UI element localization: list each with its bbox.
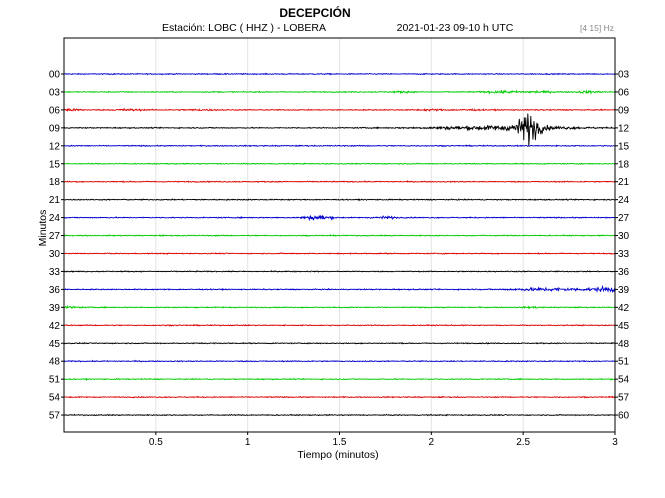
- trace-39: [63, 305, 616, 310]
- chart-title: DECEPCIÓN: [279, 5, 350, 20]
- right-label-15: 15: [618, 141, 630, 152]
- left-label-54: 54: [49, 393, 61, 404]
- right-label-12: 12: [618, 123, 630, 134]
- y-axis-label: Minutos: [37, 210, 49, 247]
- x-axis-label: Tiempo (minutos): [297, 449, 378, 461]
- x-tick-label-0: 0.5: [149, 437, 163, 448]
- filter-label: [4 15] Hz: [580, 23, 614, 33]
- right-label-45: 45: [618, 321, 630, 332]
- left-label-18: 18: [49, 177, 61, 188]
- trace-27: [63, 234, 616, 237]
- right-label-54: 54: [618, 375, 630, 386]
- left-label-00: 00: [49, 70, 61, 81]
- left-label-24: 24: [49, 213, 61, 224]
- left-label-03: 03: [49, 87, 61, 98]
- x-tick-label-5: 3: [612, 437, 618, 448]
- left-label-21: 21: [49, 195, 61, 206]
- left-label-51: 51: [49, 375, 61, 386]
- left-label-27: 27: [49, 231, 61, 242]
- trace-57: [63, 413, 616, 417]
- right-label-42: 42: [618, 303, 630, 314]
- trace-30: [63, 252, 616, 255]
- grid-lines: [155, 38, 524, 432]
- x-tick-label-4: 2.5: [516, 437, 530, 448]
- trace-18: [63, 180, 616, 184]
- right-label-24: 24: [618, 195, 630, 206]
- station-label: Estación: LOBC ( HHZ ) - LOBERA: [162, 22, 326, 34]
- left-label-42: 42: [49, 321, 61, 332]
- right-label-36: 36: [618, 267, 630, 278]
- right-label-48: 48: [618, 339, 630, 350]
- right-label-30: 30: [618, 231, 630, 242]
- left-label-06: 06: [49, 105, 61, 116]
- x-tick-label-1: 1: [245, 437, 251, 448]
- trace-33: [63, 269, 616, 273]
- left-label-33: 33: [49, 267, 61, 278]
- trace-03: [64, 89, 616, 95]
- trace-42: [64, 323, 616, 327]
- seismic-traces: [63, 72, 616, 417]
- x-tick-label-2: 1.5: [333, 437, 347, 448]
- right-label-09: 09: [618, 105, 630, 116]
- right-label-33: 33: [618, 249, 630, 260]
- date-label: 2021-01-23 09-10 h UTC: [397, 22, 514, 34]
- left-label-36: 36: [49, 285, 61, 296]
- right-label-21: 21: [618, 177, 630, 188]
- left-label-39: 39: [49, 303, 61, 314]
- x-axis-ticks: 0.5 1 1.5 2 2.5 3: [149, 432, 618, 448]
- left-label-09: 09: [49, 123, 61, 134]
- right-label-51: 51: [618, 357, 630, 368]
- trace-12: [63, 144, 616, 148]
- trace-54: [63, 395, 616, 399]
- left-label-57: 57: [49, 411, 61, 422]
- trace-00: [64, 72, 616, 76]
- trace-36: [63, 284, 616, 294]
- left-label-15: 15: [49, 159, 61, 170]
- left-label-48: 48: [49, 357, 61, 368]
- trace-21: [64, 198, 616, 202]
- right-label-60: 60: [618, 411, 630, 422]
- left-label-30: 30: [49, 249, 61, 260]
- right-label-03: 03: [618, 70, 630, 81]
- left-minute-labels: 00 03 06 09 12 15 18 21 24 27 30 33 36 39 42 45 48 51 54 57: [49, 70, 64, 422]
- trace-24: [63, 214, 616, 222]
- left-label-45: 45: [49, 339, 61, 350]
- right-label-57: 57: [618, 393, 630, 404]
- right-label-06: 06: [618, 87, 630, 98]
- trace-06: [63, 107, 616, 112]
- right-minute-labels: 03 06 09 12 15 18 21 24 27 30 33 36 39 42 45 48 51 54 57 60: [615, 70, 630, 422]
- trace-15: [64, 162, 616, 166]
- trace-09: [63, 113, 616, 147]
- right-label-18: 18: [618, 159, 630, 170]
- x-tick-label-3: 2: [429, 437, 435, 448]
- right-label-39: 39: [618, 285, 630, 296]
- right-label-27: 27: [618, 213, 630, 224]
- left-label-12: 12: [49, 141, 61, 152]
- trace-48: [63, 359, 616, 363]
- trace-51: [63, 377, 616, 382]
- trace-45: [64, 341, 616, 345]
